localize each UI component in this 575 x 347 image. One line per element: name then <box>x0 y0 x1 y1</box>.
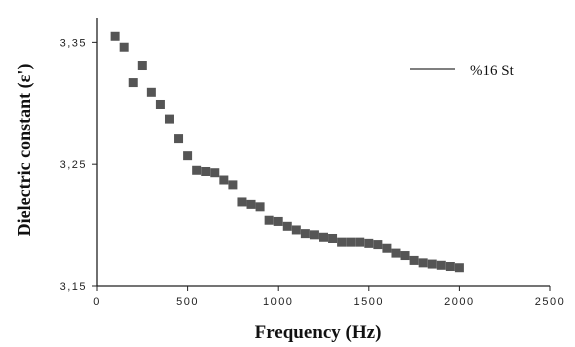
data-point <box>282 221 292 231</box>
data-point <box>273 216 283 226</box>
data-point <box>155 99 165 109</box>
data-point <box>346 237 356 247</box>
x-tick-label: 500 <box>176 296 199 308</box>
x-tick-label: 1000 <box>263 296 293 308</box>
y-tick-label: 3,15 <box>60 281 87 293</box>
data-point <box>382 243 392 253</box>
x-axis-title: Frequency (Hz) <box>255 322 382 343</box>
data-point <box>237 197 247 207</box>
data-point <box>210 168 220 178</box>
data-point <box>364 238 374 248</box>
data-point <box>309 230 319 240</box>
data-point <box>355 237 365 247</box>
y-tick-label: 3,35 <box>60 37 87 49</box>
y-tick-label: 3,25 <box>60 159 87 171</box>
data-point <box>146 87 156 97</box>
data-point <box>400 251 410 261</box>
data-point <box>164 114 174 124</box>
data-point <box>291 225 301 235</box>
data-point <box>454 263 464 273</box>
y-axis-title: Dielectric constant (ε') <box>14 64 35 237</box>
data-point <box>137 61 147 71</box>
data-point <box>228 180 238 190</box>
data-point <box>128 78 138 88</box>
data-point <box>255 202 265 212</box>
data-point <box>391 248 401 258</box>
data-point <box>409 255 419 265</box>
data-point <box>418 258 428 268</box>
legend-label: %16 St <box>470 63 515 79</box>
data-point <box>264 215 274 225</box>
data-point <box>246 199 256 209</box>
data-point <box>445 262 455 272</box>
data-point <box>183 151 193 161</box>
data-point <box>319 232 328 242</box>
data-point <box>328 233 338 243</box>
x-tick-label: 0 <box>93 296 101 308</box>
data-point <box>174 134 184 144</box>
data-point <box>119 42 129 52</box>
x-tick-label: 1500 <box>354 296 384 308</box>
data-point <box>110 31 120 41</box>
data-point <box>300 229 310 239</box>
x-tick-label: 2000 <box>444 296 474 308</box>
data-point <box>337 237 347 247</box>
x-tick-label: 2500 <box>535 296 565 308</box>
data-point <box>192 165 202 175</box>
data-point <box>201 166 211 176</box>
data-point <box>436 260 446 270</box>
data-point <box>427 259 437 269</box>
data-point <box>219 175 229 185</box>
data-point <box>373 240 383 250</box>
